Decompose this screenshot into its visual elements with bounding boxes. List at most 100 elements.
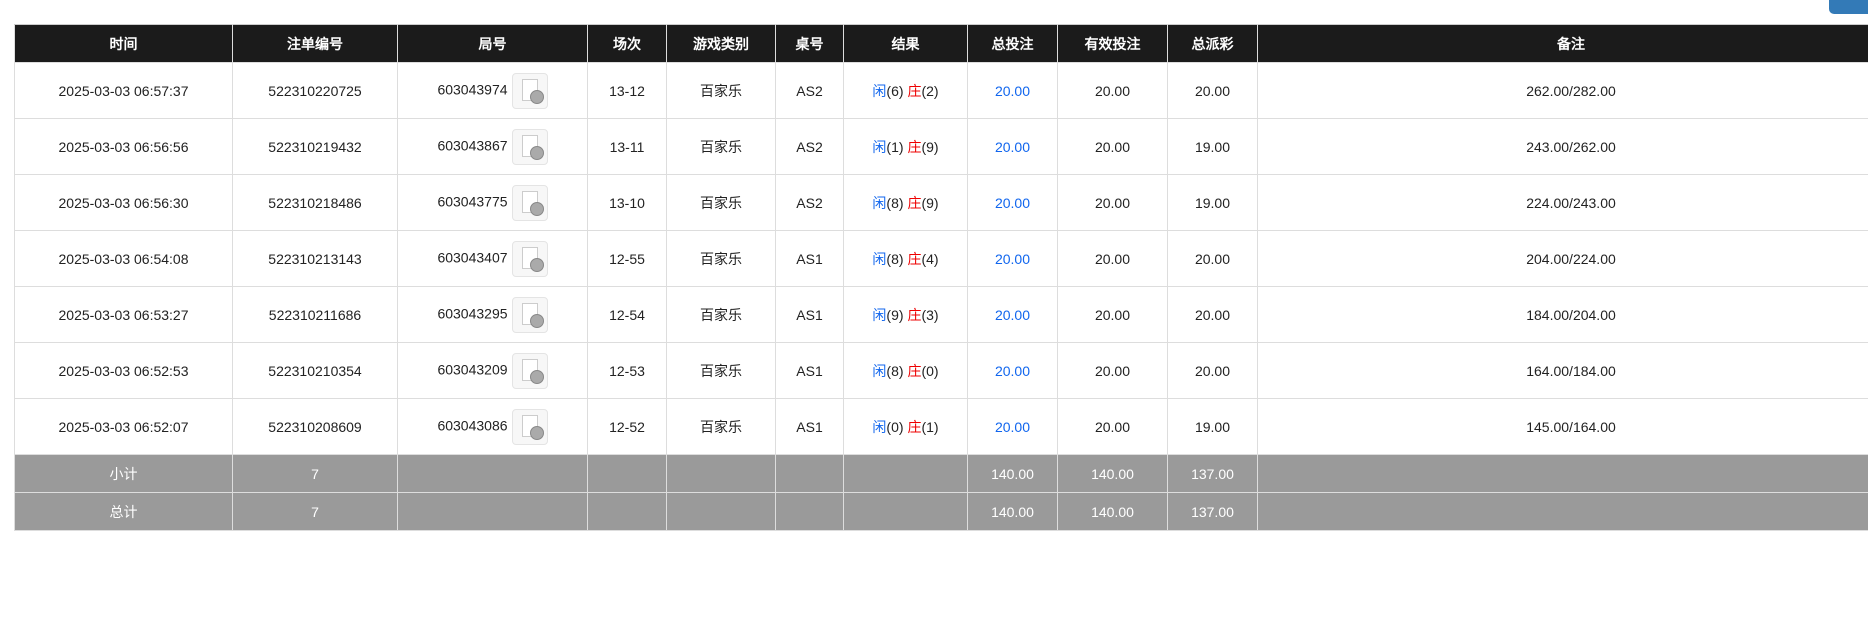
note: 243.00/262.00 bbox=[1257, 118, 1868, 175]
player-value: (9) bbox=[886, 306, 904, 323]
bet-records-table: 时间 注单编号 局号 场次 游戏类别 桌号 结果 总投注 有效投注 总派彩 备注 2025-03-0… bbox=[14, 24, 1868, 531]
round-cell: 603043086 bbox=[397, 398, 588, 455]
total-bet-link[interactable]: 20.00 bbox=[967, 118, 1058, 175]
banker-label: 庄 bbox=[907, 138, 922, 155]
note: 262.00/282.00 bbox=[1257, 62, 1868, 119]
note: 204.00/224.00 bbox=[1257, 230, 1868, 287]
round-cell: 603043209 bbox=[397, 342, 588, 399]
round-number: 603043775 bbox=[437, 193, 508, 210]
table-number: AS1 bbox=[775, 230, 844, 287]
total-bet-link[interactable]: 20.00 bbox=[967, 342, 1058, 399]
player-value: (6) bbox=[886, 82, 904, 99]
result: 闲(1) 庄(9) bbox=[843, 118, 968, 175]
video-file-icon[interactable] bbox=[511, 184, 548, 221]
payout: 20.00 bbox=[1167, 286, 1258, 343]
result: 闲(6) 庄(2) bbox=[843, 62, 968, 119]
summary-label: 小计 bbox=[14, 454, 233, 493]
session: 13-10 bbox=[587, 174, 667, 231]
summary-row: 总计 7 140.00 140.00 137.00 bbox=[14, 492, 1868, 531]
total-bet-link[interactable]: 20.00 bbox=[967, 286, 1058, 343]
payout: 20.00 bbox=[1167, 230, 1258, 287]
bet-id: 522310210354 bbox=[232, 342, 398, 399]
game-type: 百家乐 bbox=[666, 174, 776, 231]
payout: 19.00 bbox=[1167, 118, 1258, 175]
total-bet-link[interactable]: 20.00 bbox=[967, 62, 1058, 119]
round-cell: 603043295 bbox=[397, 286, 588, 343]
round-number: 603043974 bbox=[437, 81, 508, 98]
bet-time: 2025-03-03 06:53:27 bbox=[14, 286, 233, 343]
session: 13-12 bbox=[587, 62, 667, 119]
game-type: 百家乐 bbox=[666, 118, 776, 175]
video-file-icon[interactable] bbox=[511, 240, 548, 277]
bet-time: 2025-03-03 06:54:08 bbox=[14, 230, 233, 287]
table-number: AS2 bbox=[775, 174, 844, 231]
summary-total: 140.00 bbox=[967, 454, 1058, 493]
video-file-icon[interactable] bbox=[511, 128, 548, 165]
banker-value: (1) bbox=[921, 418, 939, 435]
column-header: 场次 bbox=[587, 24, 667, 63]
column-header: 结果 bbox=[843, 24, 968, 63]
banker-value: (9) bbox=[921, 194, 939, 211]
table-row: 2025-03-03 06:57:37 522310220725 6030439… bbox=[14, 62, 1868, 119]
table-row: 2025-03-03 06:52:53 522310210354 6030432… bbox=[14, 342, 1868, 399]
round-number: 603043295 bbox=[437, 305, 508, 322]
bet-time: 2025-03-03 06:52:07 bbox=[14, 398, 233, 455]
total-bet-link[interactable]: 20.00 bbox=[967, 230, 1058, 287]
column-header: 局号 bbox=[397, 24, 588, 63]
column-header: 有效投注 bbox=[1057, 24, 1168, 63]
video-file-icon[interactable] bbox=[511, 296, 548, 333]
payout: 20.00 bbox=[1167, 62, 1258, 119]
player-label: 闲 bbox=[872, 194, 887, 211]
column-header: 备注 bbox=[1257, 24, 1868, 63]
table-row: 2025-03-03 06:52:07 522310208609 6030430… bbox=[14, 398, 1868, 455]
game-type: 百家乐 bbox=[666, 342, 776, 399]
summary-payout: 137.00 bbox=[1167, 454, 1258, 493]
table-number: AS2 bbox=[775, 118, 844, 175]
summary-count: 7 bbox=[232, 492, 398, 531]
video-file-icon[interactable] bbox=[511, 408, 548, 445]
total-bet-link[interactable]: 20.00 bbox=[967, 174, 1058, 231]
game-type: 百家乐 bbox=[666, 286, 776, 343]
banker-value: (3) bbox=[921, 306, 939, 323]
banker-label: 庄 bbox=[907, 194, 922, 211]
banker-value: (9) bbox=[921, 138, 939, 155]
round-cell: 603043974 bbox=[397, 62, 588, 119]
player-value: (8) bbox=[886, 194, 904, 211]
session: 12-54 bbox=[587, 286, 667, 343]
session: 12-55 bbox=[587, 230, 667, 287]
player-label: 闲 bbox=[872, 418, 887, 435]
round-number: 603043086 bbox=[437, 417, 508, 434]
bet-time: 2025-03-03 06:56:30 bbox=[14, 174, 233, 231]
result: 闲(9) 庄(3) bbox=[843, 286, 968, 343]
round-number: 603043867 bbox=[437, 137, 508, 154]
bet-time: 2025-03-03 06:52:53 bbox=[14, 342, 233, 399]
player-label: 闲 bbox=[872, 138, 887, 155]
video-file-icon[interactable] bbox=[511, 352, 548, 389]
table-number: AS2 bbox=[775, 62, 844, 119]
round-cell: 603043867 bbox=[397, 118, 588, 175]
banker-value: (2) bbox=[921, 82, 939, 99]
bet-id: 522310220725 bbox=[232, 62, 398, 119]
round-cell: 603043407 bbox=[397, 230, 588, 287]
banker-value: (0) bbox=[921, 362, 939, 379]
valid-bet: 20.00 bbox=[1057, 398, 1168, 455]
bet-time: 2025-03-03 06:57:37 bbox=[14, 62, 233, 119]
valid-bet: 20.00 bbox=[1057, 286, 1168, 343]
summary-payout: 137.00 bbox=[1167, 492, 1258, 531]
column-header: 总投注 bbox=[967, 24, 1058, 63]
top-action-button[interactable] bbox=[1829, 0, 1868, 14]
banker-label: 庄 bbox=[907, 82, 922, 99]
game-type: 百家乐 bbox=[666, 62, 776, 119]
table-row: 2025-03-03 06:53:27 522310211686 6030432… bbox=[14, 286, 1868, 343]
round-cell: 603043775 bbox=[397, 174, 588, 231]
player-label: 闲 bbox=[872, 362, 887, 379]
table-number: AS1 bbox=[775, 286, 844, 343]
video-file-icon[interactable] bbox=[511, 72, 548, 109]
total-bet-link[interactable]: 20.00 bbox=[967, 398, 1058, 455]
summary-valid: 140.00 bbox=[1057, 492, 1168, 531]
table-number: AS1 bbox=[775, 398, 844, 455]
result: 闲(8) 庄(9) bbox=[843, 174, 968, 231]
result: 闲(8) 庄(0) bbox=[843, 342, 968, 399]
valid-bet: 20.00 bbox=[1057, 174, 1168, 231]
note: 224.00/243.00 bbox=[1257, 174, 1868, 231]
